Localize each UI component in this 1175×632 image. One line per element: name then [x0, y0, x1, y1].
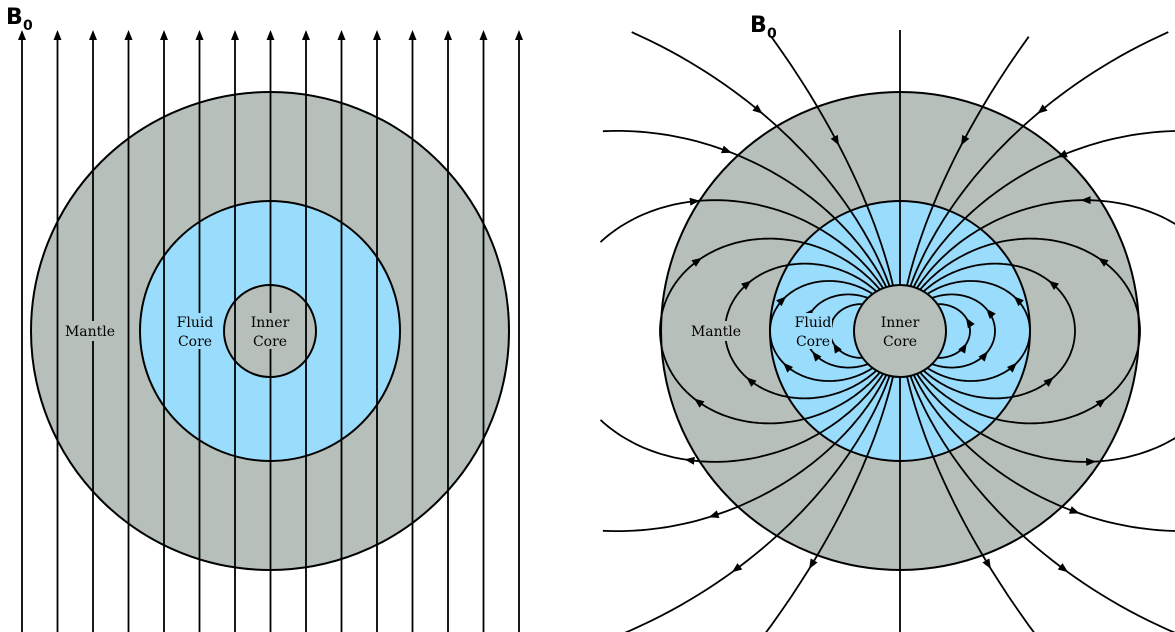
field-arrowhead — [1057, 149, 1068, 158]
field-arrowhead — [266, 30, 275, 40]
field-arrowhead — [776, 296, 787, 307]
field-arrowhead — [408, 30, 417, 40]
field-arrowhead — [752, 104, 763, 114]
field-arrowhead — [684, 456, 695, 465]
field-arrowhead — [195, 30, 204, 40]
right-field-lines — [599, 30, 1175, 632]
dipole-field-line — [906, 36, 1030, 286]
dipole-field-line — [659, 237, 881, 425]
field-arrowhead — [302, 30, 310, 40]
right-fluid-label-line2: Core — [796, 334, 830, 350]
right-inner-label-line1: Inner — [881, 315, 920, 331]
field-arrowhead — [986, 308, 996, 319]
dipole-field-line — [770, 36, 894, 286]
field-arrowhead — [731, 563, 743, 573]
left-b0-subscript: 0 — [23, 18, 33, 34]
left-panel-uniform-field: Mantle Fluid Core Inner Core B 0 — [6, 5, 523, 632]
field-arrowhead — [958, 342, 967, 354]
dipole-field-line — [916, 199, 1175, 289]
dipole-field-line — [599, 373, 884, 463]
field-arrowhead — [124, 30, 133, 40]
dipole-field-line — [602, 130, 888, 288]
field-arrowhead — [1057, 563, 1069, 573]
field-arrowhead — [1095, 398, 1106, 408]
field-arrowhead — [231, 30, 239, 40]
dipole-field-line — [909, 31, 1169, 287]
field-arrowhead — [783, 362, 793, 373]
field-arrowhead — [721, 145, 732, 154]
dipole-field-line — [912, 374, 1175, 532]
right-b0-subscript: 0 — [767, 26, 777, 42]
field-arrowhead — [691, 257, 702, 267]
left-fluid-label-line1: Fluid — [177, 315, 214, 331]
left-mantle-label-bg — [64, 321, 116, 341]
field-arrowhead — [479, 30, 488, 40]
field-arrowhead — [515, 30, 523, 40]
dipole-field-line — [769, 280, 874, 382]
dipole-field-line — [912, 130, 1175, 288]
field-arrowhead — [746, 377, 757, 387]
dipole-field-line — [922, 262, 1076, 400]
field-arrowhead — [1068, 506, 1080, 514]
right-inner-label-line2: Core — [883, 334, 917, 350]
dipole-field-line — [937, 303, 971, 359]
dipole-field-line — [599, 199, 884, 289]
dipole-field-line — [926, 280, 1031, 382]
left-fluid-label-line2: Core — [178, 334, 212, 350]
left-b0-label: B — [6, 5, 23, 30]
dipole-field-line — [624, 375, 891, 632]
field-arrowhead — [965, 317, 975, 329]
dipole-field-line — [631, 31, 891, 287]
field-arrowhead — [982, 558, 991, 570]
left-inner-label-line1: Inner — [251, 315, 290, 331]
field-arrowhead — [689, 197, 700, 206]
field-arrowhead — [160, 30, 168, 40]
right-fluid-label-bg — [794, 313, 832, 349]
field-arrowhead — [978, 351, 988, 362]
dipole-field-line — [919, 237, 1141, 425]
field-arrowhead — [694, 398, 705, 408]
field-arrowhead — [960, 134, 970, 146]
right-b0-label: B — [750, 13, 767, 38]
left-fluid-label-bg — [176, 313, 214, 349]
right-inner-label-bg — [878, 313, 922, 349]
field-arrowhead — [1048, 280, 1059, 290]
right-mantle-label: Mantle — [691, 324, 741, 340]
field-arrowhead — [1037, 104, 1048, 114]
left-inner-label-line2: Core — [253, 334, 287, 350]
field-arrowhead — [1007, 362, 1017, 373]
dipole-field-line — [909, 375, 1175, 632]
dipole-field-line — [931, 293, 996, 369]
right-fluid-label-line1: Fluid — [795, 315, 832, 331]
field-arrowhead — [812, 351, 822, 362]
field-arrowhead — [373, 30, 381, 40]
right-mantle-label-bg — [690, 321, 742, 341]
field-arrowhead — [809, 558, 818, 570]
dipole-field-line — [916, 373, 1175, 463]
field-arrowhead — [833, 342, 842, 354]
left-mantle-label: Mantle — [65, 324, 115, 340]
field-arrowhead — [444, 30, 452, 40]
dipole-field-line — [602, 374, 888, 532]
field-arrowhead — [741, 280, 752, 290]
field-arrowhead — [89, 30, 97, 40]
field-arrowhead — [1080, 196, 1091, 205]
left-inner-label-bg — [248, 313, 292, 349]
dipole-field-line — [765, 376, 894, 632]
field-arrowhead — [53, 30, 62, 40]
field-arrowhead — [337, 30, 346, 40]
field-arrowhead — [18, 30, 26, 40]
field-arrowhead — [1043, 377, 1054, 387]
field-arrowhead — [1086, 457, 1097, 466]
dipole-field-line — [906, 376, 1035, 632]
field-arrowhead — [708, 510, 720, 518]
field-arrowhead — [1013, 296, 1024, 307]
right-panel-dipole-field: Mantle Fluid Core Inner Core B 0 — [599, 13, 1175, 632]
field-arrowhead — [1098, 257, 1109, 267]
field-arrowhead — [830, 134, 840, 146]
